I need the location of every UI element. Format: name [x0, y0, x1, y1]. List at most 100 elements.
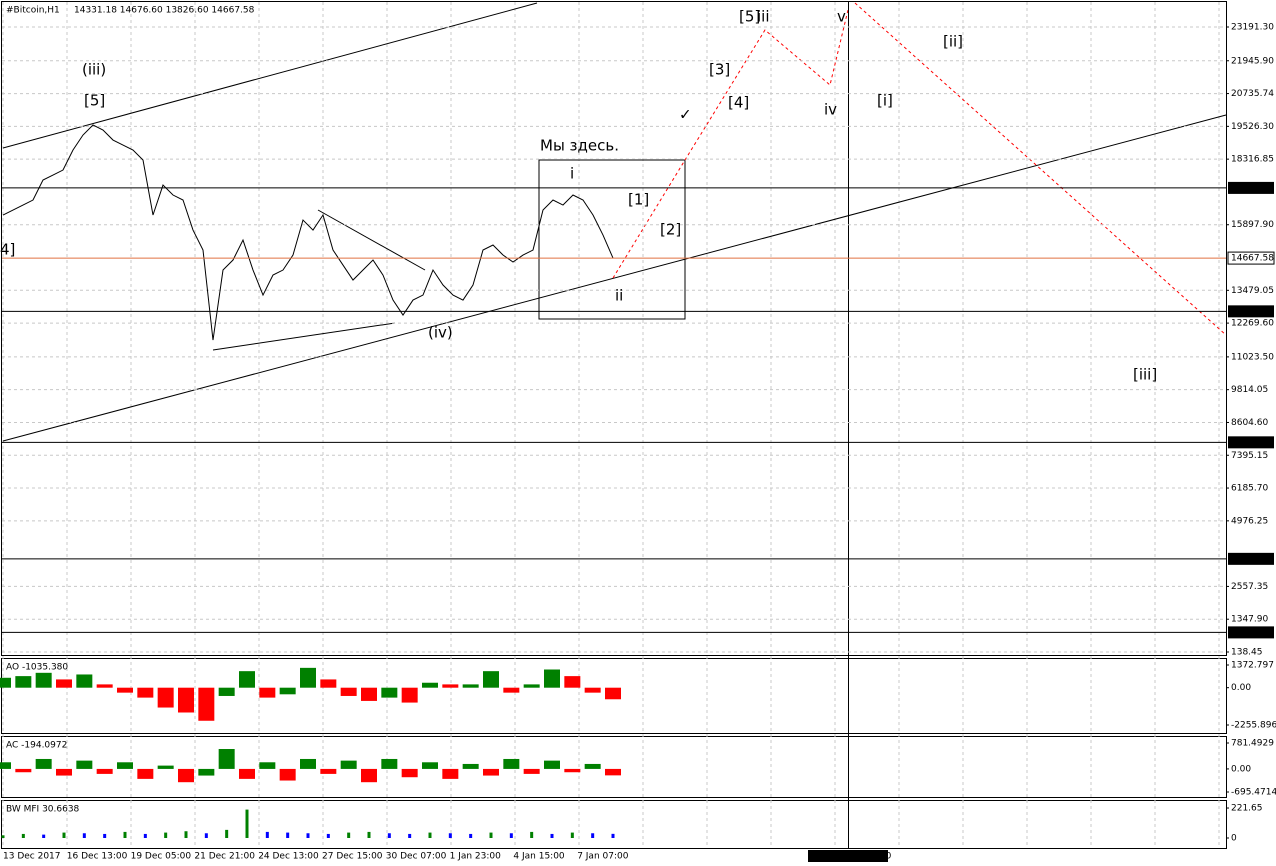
osc-bar — [76, 674, 93, 688]
wave-label: [1] — [628, 191, 649, 209]
x-tick-label: 7 Jan 07:00 — [577, 852, 629, 862]
osc-bar — [178, 687, 194, 713]
last-price-label: 14667.58 — [1231, 254, 1274, 264]
y-tick-label: 6185.70 — [1231, 484, 1268, 494]
osc-bar — [143, 833, 147, 838]
osc-bar — [35, 672, 52, 688]
wave-label: iii — [757, 8, 770, 26]
osc-bar — [523, 684, 540, 688]
wave-label: [3] — [709, 61, 730, 79]
osc-bar — [82, 833, 86, 838]
osc-bar — [428, 832, 432, 838]
osc-bar — [15, 676, 32, 688]
x-tick-label: 21 Dec 21:00 — [194, 852, 255, 862]
osc-bar — [300, 758, 316, 769]
pane-title: BW MFI 30.6638 — [6, 805, 80, 815]
osc-bar — [367, 831, 371, 838]
osc-bar — [442, 768, 459, 779]
osc-bar — [198, 687, 215, 721]
wave-projection — [612, 9, 849, 279]
osc-bar — [503, 687, 520, 693]
osc-bar — [286, 832, 290, 838]
level-label: 7871.69 — [1231, 438, 1268, 448]
osc-bar — [178, 768, 194, 783]
osc-bar — [442, 684, 459, 688]
osc-bar — [56, 679, 72, 688]
y-tick-label: 0 — [1231, 833, 1237, 843]
wave-label: [iii] — [1133, 366, 1157, 384]
osc-bar — [408, 833, 412, 838]
osc-bar — [591, 833, 595, 838]
price-line — [2, 124, 614, 341]
osc-bar — [605, 768, 621, 776]
wave-label: iv — [824, 101, 837, 119]
y-tick-label: 15897.90 — [1231, 220, 1274, 230]
osc-bar — [198, 768, 215, 776]
pane-title: AO -1035.380 — [6, 663, 68, 673]
osc-bar — [611, 833, 615, 838]
osc-bar — [35, 758, 52, 769]
osc-bar — [483, 768, 499, 776]
wave-label: (iii) — [82, 61, 106, 79]
wave-label: [2] — [660, 221, 681, 239]
pane-title: AC -194.0972 — [6, 741, 67, 751]
osc-bar — [62, 832, 66, 838]
osc-bar — [550, 833, 554, 838]
level-label: 17256.15 — [1231, 183, 1274, 193]
osc-bar — [320, 768, 337, 774]
trend-line — [212, 322, 396, 351]
osc-bar — [56, 768, 72, 776]
wave-label: v — [837, 8, 846, 26]
osc-bar — [279, 768, 296, 781]
osc-bar — [218, 687, 235, 696]
osc-bar — [320, 679, 337, 688]
x-tick-label: 13 Dec 2017 — [3, 852, 61, 862]
osc-bar — [469, 833, 473, 838]
osc-bar — [42, 834, 46, 838]
osc-bar — [381, 758, 398, 769]
level-label: 3574.31 — [1231, 554, 1268, 564]
osc-bar — [239, 671, 255, 688]
osc-bar — [15, 768, 32, 773]
osc-bar — [157, 687, 174, 708]
osc-bar — [184, 831, 188, 838]
osc-bar — [523, 768, 540, 774]
wave-label: [i] — [877, 92, 893, 110]
y-tick-label: 18316.85 — [1231, 155, 1274, 165]
level-label: 12703.01 — [1231, 307, 1274, 317]
osc-bar — [544, 669, 560, 688]
osc-bar — [96, 768, 113, 774]
osc-bar — [401, 768, 418, 778]
main-pane-frame — [1, 1, 1227, 656]
osc-bar — [381, 687, 398, 698]
level-label-bg — [1228, 305, 1274, 318]
level-label-bg — [1228, 552, 1274, 565]
y-tick-label: 1372.797 — [1231, 660, 1274, 670]
y-tick-label: 12269.60 — [1231, 319, 1274, 329]
x-tick-label: 24 Dec 13:00 — [258, 852, 319, 862]
osc-bar — [137, 768, 154, 779]
osc-bar — [570, 832, 574, 838]
osc-bar — [584, 763, 601, 769]
wave-label: (iv) — [428, 324, 453, 342]
level-label-bg — [1228, 181, 1274, 194]
y-tick-label: 23191.30 — [1231, 22, 1274, 32]
wave-label: [ii] — [943, 33, 963, 51]
y-tick-label: 138.45 — [1231, 648, 1263, 658]
trend-line — [317, 209, 426, 271]
osc-bar — [76, 760, 93, 769]
osc-bar — [279, 687, 296, 695]
wave-label: ii — [615, 287, 623, 305]
x-tick-label: 19 Dec 05:00 — [131, 852, 192, 862]
osc-bar — [0, 762, 11, 769]
y-tick-label: -2255.896 — [1231, 720, 1276, 730]
mfi-pane-frame — [1, 800, 1227, 849]
x-tick-label: 1 Jan 23:00 — [450, 852, 502, 862]
osc-bar — [157, 765, 174, 769]
osc-bar — [584, 687, 601, 693]
x-tick-label: 27 Dec 15:00 — [322, 852, 383, 862]
osc-bar — [530, 831, 534, 838]
osc-bar — [137, 687, 154, 698]
osc-bar — [21, 833, 25, 838]
